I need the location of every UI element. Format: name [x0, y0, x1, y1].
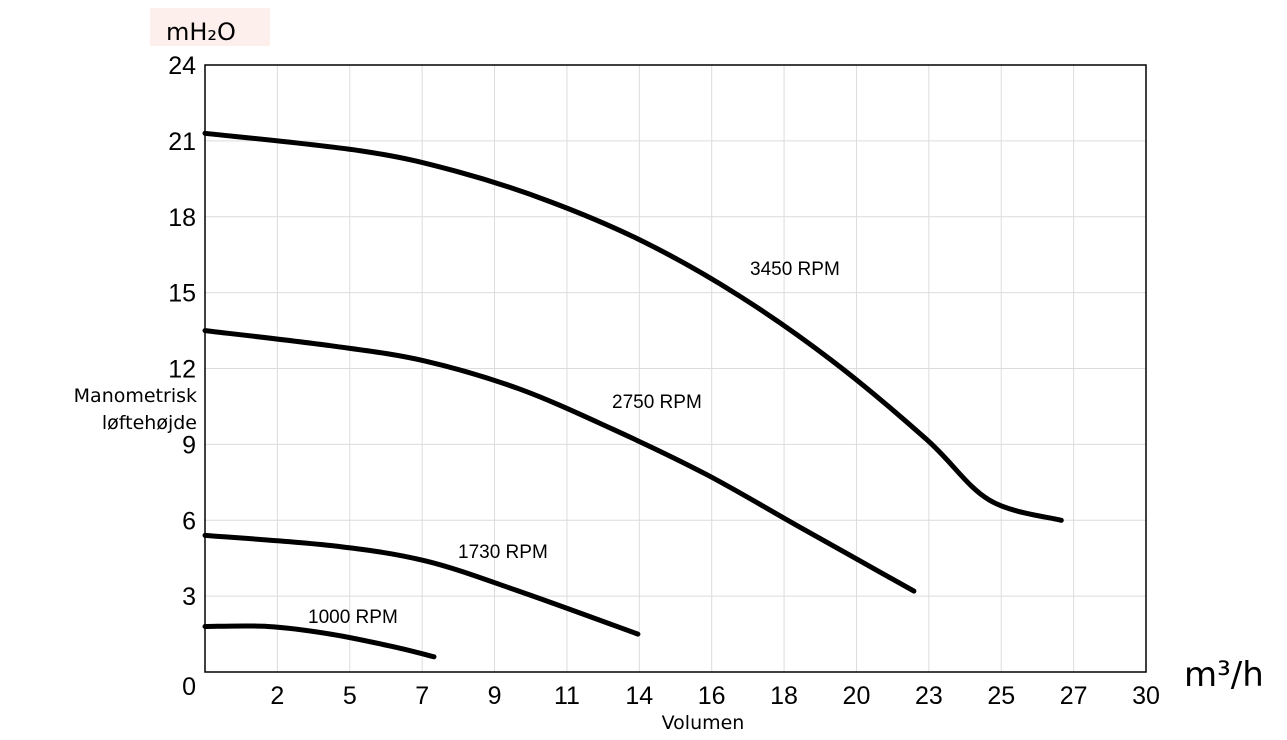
- y-tick-label: 24: [168, 52, 196, 80]
- y-tick-labels: 3 6 9 12 15 18 21 24: [168, 52, 196, 611]
- x-tick-label: 7: [415, 682, 429, 710]
- x-axis-title: Volumen: [662, 712, 745, 734]
- y-tick-label: 9: [182, 431, 196, 459]
- x-tick-label: 23: [915, 682, 943, 710]
- x-tick-label: 11: [554, 682, 580, 710]
- y-axis-unit: mH₂O: [166, 18, 236, 46]
- curve-2750-rpm: [202, 328, 917, 594]
- y-axis-title-line1: Manometrisk: [74, 385, 197, 407]
- x-tick-label: 30: [1132, 682, 1160, 710]
- x-tick-labels: 2 5 7 9 11 14 16 18 20 23 25 27 30: [270, 682, 1159, 710]
- x-tick-label: 27: [1060, 682, 1088, 710]
- x-tick-label: 18: [770, 682, 798, 710]
- series-label: 1730 RPM: [458, 542, 548, 563]
- x-tick-label: 16: [698, 682, 726, 710]
- x-tick-label: 25: [987, 682, 1015, 710]
- plot-frame: [204, 64, 1147, 673]
- x-axis-unit: m³/h: [1184, 655, 1264, 695]
- y-unit-badge: [150, 8, 270, 46]
- x-tick-label: 9: [488, 682, 502, 710]
- curve-1730-rpm: [202, 532, 641, 637]
- y-tick-label: 15: [168, 280, 196, 308]
- grid: [205, 65, 1146, 672]
- series-label: 3450 RPM: [750, 259, 840, 280]
- series-label: 1000 RPM: [308, 607, 398, 628]
- y-tick-label: 21: [168, 128, 196, 156]
- y-tick-label: 12: [168, 356, 196, 384]
- curves: 3450 RPM 2750 RPM 1730 RPM 1000 RPM: [202, 130, 1064, 660]
- y-axis-title-line2: løftehøjde: [102, 412, 197, 434]
- x-tick-label: 5: [343, 682, 357, 710]
- curve-1000-rpm: [202, 623, 437, 660]
- y-tick-label: 3: [182, 583, 196, 611]
- curve-3450-rpm: [202, 130, 1064, 523]
- y-tick-label: 18: [168, 204, 196, 232]
- y-tick-label: 6: [182, 507, 196, 535]
- y-tick-zero: 0: [182, 673, 196, 701]
- x-tick-label: 2: [270, 682, 284, 710]
- x-tick-label: 14: [625, 682, 653, 710]
- series-label: 2750 RPM: [612, 392, 702, 413]
- x-tick-label: 20: [843, 682, 871, 710]
